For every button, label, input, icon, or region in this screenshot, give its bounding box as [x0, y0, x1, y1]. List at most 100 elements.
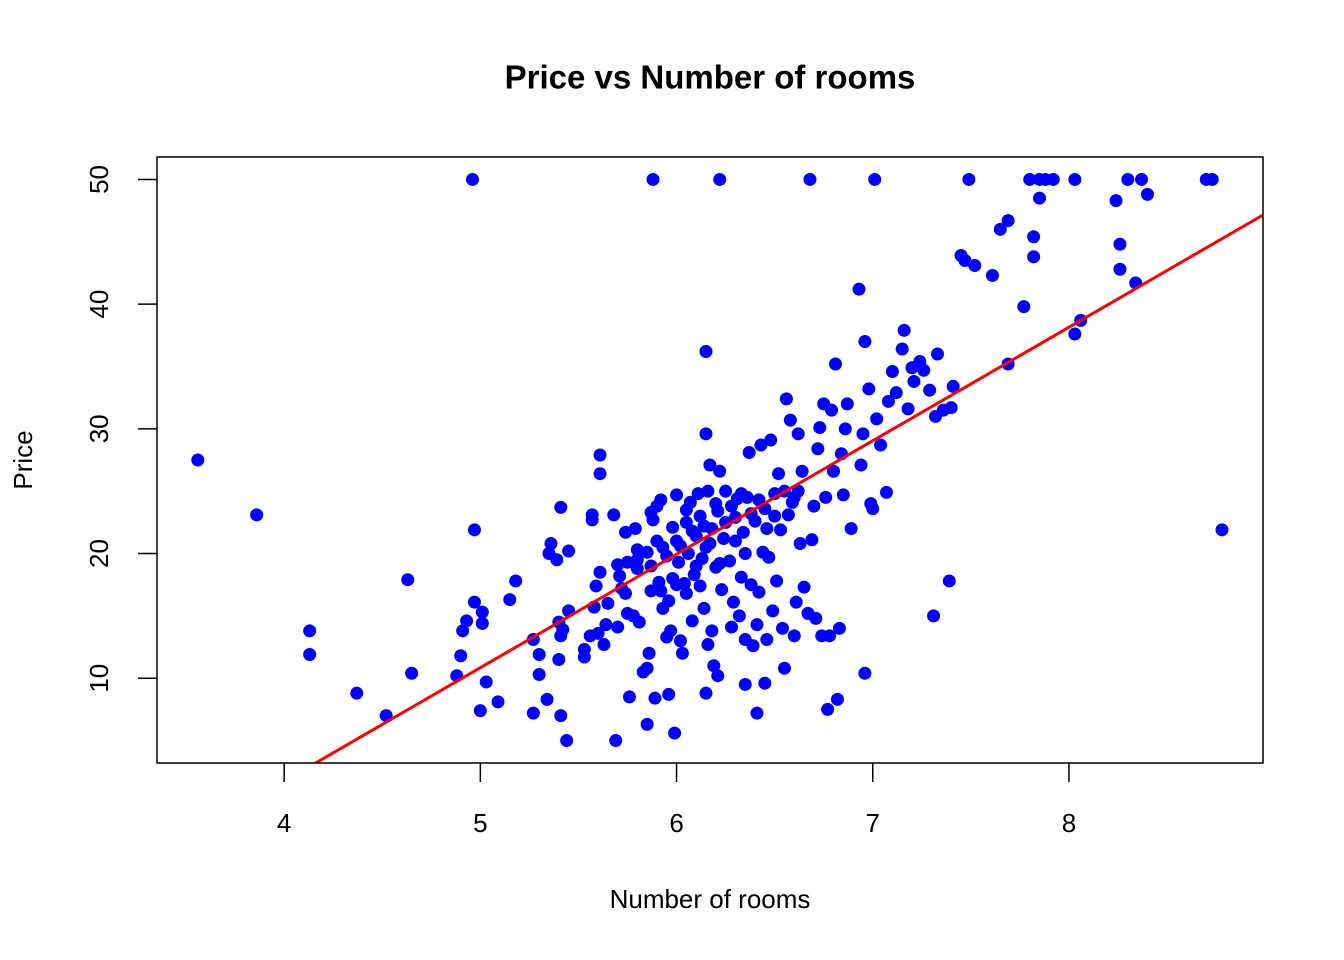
point: [828, 357, 842, 371]
point: [685, 524, 699, 538]
point: [760, 522, 774, 536]
point: [670, 488, 684, 502]
point: [550, 553, 564, 567]
point: [611, 558, 625, 572]
point: [750, 706, 764, 720]
point: [632, 615, 646, 629]
point: [1033, 191, 1047, 205]
point: [832, 621, 846, 635]
point: [760, 633, 774, 647]
point: [591, 626, 605, 640]
point: [401, 573, 415, 587]
point: [662, 687, 676, 701]
point: [503, 593, 517, 607]
y-tick-label: 50: [84, 165, 114, 194]
point: [648, 691, 662, 705]
point: [809, 611, 823, 625]
point: [723, 554, 737, 568]
point: [577, 650, 591, 664]
point: [774, 523, 788, 537]
point: [664, 624, 678, 638]
point: [858, 335, 872, 349]
point: [946, 379, 960, 393]
point: [467, 523, 481, 537]
point: [701, 484, 715, 498]
point: [805, 533, 819, 547]
point: [640, 717, 654, 731]
point: [640, 545, 654, 559]
point: [460, 614, 474, 628]
point: [993, 222, 1007, 236]
point: [1113, 262, 1127, 276]
point: [779, 392, 793, 406]
x-tick-label: 7: [866, 808, 880, 838]
plot-frame: [156, 156, 1264, 764]
point: [672, 555, 686, 569]
y-tick-label: 10: [84, 664, 114, 693]
point: [699, 686, 713, 700]
point: [827, 464, 841, 478]
point: [473, 704, 487, 718]
point: [597, 638, 611, 652]
point: [879, 485, 893, 499]
y-tick-label: 20: [84, 539, 114, 568]
point: [713, 556, 727, 570]
point: [724, 499, 738, 513]
point: [711, 669, 725, 683]
point: [250, 508, 264, 522]
point: [619, 525, 633, 539]
chart-title: Price vs Number of rooms: [505, 59, 916, 96]
point: [732, 609, 746, 623]
x-axis-label: Number of rooms: [610, 884, 811, 914]
point: [532, 667, 546, 681]
point: [654, 584, 668, 598]
point: [797, 580, 811, 594]
point: [675, 646, 689, 660]
point: [1068, 327, 1082, 341]
point: [593, 467, 607, 481]
point: [728, 534, 742, 548]
point: [699, 427, 713, 441]
point: [589, 579, 603, 593]
point: [705, 624, 719, 638]
point: [1027, 230, 1041, 244]
point: [593, 448, 607, 462]
point: [679, 586, 693, 600]
point: [724, 620, 738, 634]
point: [858, 666, 872, 680]
point: [758, 676, 772, 690]
x-tick-label: 6: [669, 808, 683, 838]
point: [475, 605, 489, 619]
point: [1068, 172, 1082, 186]
point: [620, 555, 634, 569]
point: [697, 601, 711, 615]
point: [813, 421, 827, 435]
point: [1001, 214, 1015, 228]
point: [811, 442, 825, 456]
point: [750, 618, 764, 632]
point: [821, 702, 835, 716]
point: [787, 490, 801, 504]
point: [699, 540, 713, 554]
point: [968, 258, 982, 272]
point: [646, 172, 660, 186]
point: [454, 649, 468, 663]
point: [679, 503, 693, 517]
point: [707, 659, 721, 673]
point: [768, 509, 782, 523]
point: [585, 513, 599, 527]
point: [709, 497, 723, 511]
point: [852, 282, 866, 296]
point: [766, 604, 780, 618]
point: [783, 413, 797, 427]
point: [509, 574, 523, 588]
point: [593, 565, 607, 579]
point: [666, 520, 680, 534]
point: [1027, 250, 1041, 264]
point: [803, 172, 817, 186]
point: [862, 382, 876, 396]
point: [685, 614, 699, 628]
point: [654, 493, 668, 507]
point: [540, 692, 554, 706]
point: [1023, 172, 1037, 186]
